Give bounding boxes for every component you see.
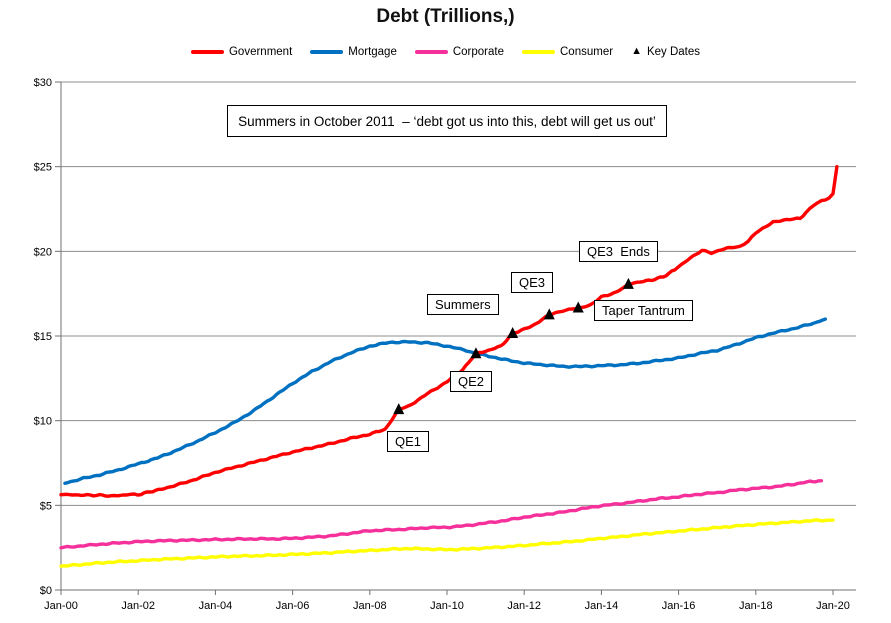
x-axis-label: Jan-12	[507, 600, 541, 612]
key-date-marker-qe1	[393, 403, 405, 415]
legend-item-label: Consumer	[560, 46, 614, 58]
line-swatch-icon	[522, 50, 555, 54]
line-swatch-icon	[414, 50, 448, 54]
legend-item-label: Corporate	[452, 46, 504, 58]
x-axis-label: Jan-04	[199, 600, 233, 612]
series-line-corporate	[59, 479, 824, 550]
x-axis-label: Jan-02	[121, 600, 155, 612]
x-axis-label: Jan-06	[276, 600, 310, 612]
y-axis-label: $5	[40, 500, 52, 512]
series-line-mortgage	[63, 317, 827, 485]
key-dates-triangle-icon: ▲	[631, 44, 642, 57]
x-axis-label: Jan-14	[585, 600, 619, 612]
legend-item-label: Key Dates	[646, 46, 701, 58]
legend: Government Mortgage Corporate Consumer ▲ Key …	[0, 44, 891, 58]
legend-item-label: Government	[228, 46, 293, 58]
key-date-marker-qe2	[470, 347, 482, 359]
series-line-government	[59, 164, 839, 498]
y-axis-label: $0	[40, 585, 52, 597]
legend-item-consumer: Consumer	[522, 46, 613, 58]
legend-item-corporate: Corporate	[414, 46, 504, 58]
x-axis-label: Jan-00	[44, 600, 78, 612]
legend-item-government: Government	[190, 46, 293, 58]
x-axis-label: Jan-16	[662, 600, 696, 612]
key-date-marker-taper-tantrum	[572, 301, 584, 313]
y-axis-label: $25	[34, 162, 52, 174]
x-axis-label: Jan-10	[430, 600, 464, 612]
legend-item-mortgage: Mortgage	[310, 46, 397, 58]
x-axis-label: Jan-18	[739, 600, 773, 612]
key-date-label-summers: Summers	[427, 294, 499, 315]
y-axis-label: $30	[34, 77, 52, 89]
x-axis-label: Jan-20	[816, 600, 850, 612]
line-swatch-icon	[190, 50, 224, 54]
annotation-box: Summers in October 2011 – ‘debt got us i…	[227, 105, 667, 137]
key-date-label-qe3: QE3	[511, 272, 554, 293]
legend-item-label: Mortgage	[348, 46, 397, 58]
y-axis-label: $20	[34, 246, 52, 258]
key-date-marker-qe3-ends	[622, 277, 634, 289]
y-axis-label: $15	[34, 331, 52, 343]
key-date-label-qe1: QE1	[387, 431, 430, 452]
y-axis-label: $10	[34, 416, 52, 428]
key-date-label-taper-tantrum: Taper Tantrum	[594, 300, 693, 321]
key-date-marker-qe3	[543, 308, 555, 320]
key-date-label-qe3-ends: QE3 Ends	[579, 241, 658, 262]
legend-item-key-dates: ▲ Key Dates	[631, 44, 701, 58]
key-date-marker-summers	[507, 326, 519, 338]
line-swatch-icon	[310, 50, 344, 54]
annotation-text: Summers in October 2011 – ‘debt got us i…	[238, 113, 656, 129]
series-line-consumer	[59, 518, 835, 568]
key-date-label-qe2: QE2	[450, 371, 493, 392]
chart-title: Debt (Trillions,)	[376, 6, 515, 27]
x-axis-label: Jan-08	[353, 600, 387, 612]
